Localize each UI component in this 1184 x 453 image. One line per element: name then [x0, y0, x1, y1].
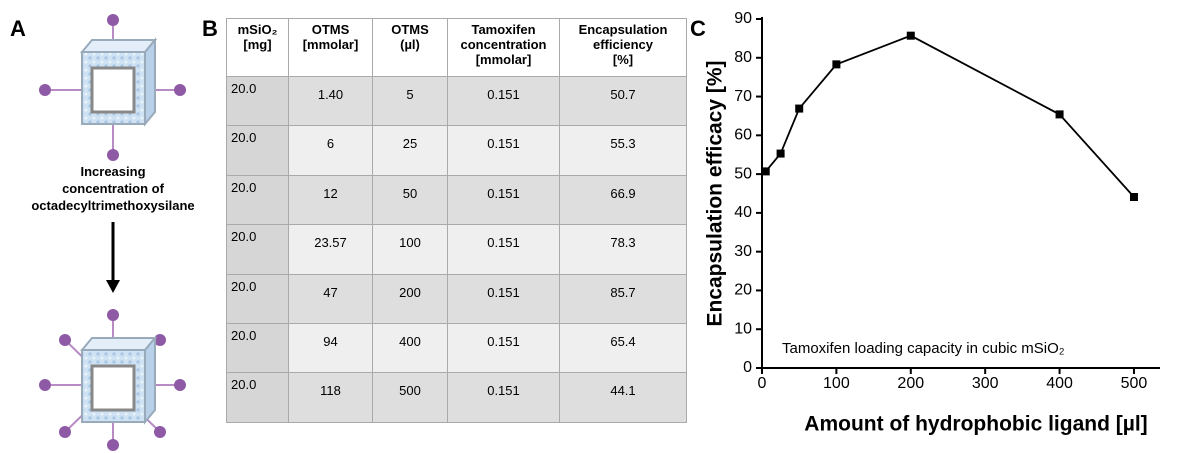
table-cell: 23.57 [288, 224, 373, 275]
data-point [906, 31, 915, 40]
table-row: 20.0 47 200 0.151 85.7 [226, 273, 687, 324]
caption-a: Increasing concentration of octadecyltrime… [31, 164, 194, 213]
table-cell: 20.0 [226, 372, 289, 423]
table-row: 20.0 94 400 0.151 65.4 [226, 322, 687, 374]
x-tick-label: 400 [1046, 375, 1073, 392]
table-cell: 400 [372, 322, 448, 374]
table-row: 20.0 12 50 0.151 66.9 [226, 174, 687, 226]
table-cell: 50 [372, 174, 448, 226]
table-cell: 65.4 [559, 322, 687, 374]
table-cell: 1.40 [288, 75, 373, 127]
table-cell: 0.151 [447, 224, 560, 275]
y-tick-label: 80 [734, 49, 752, 66]
table-row: 20.0 118 500 0.151 44.1 [226, 372, 687, 423]
y-tick-label: 90 [734, 10, 752, 27]
data-point [832, 60, 841, 69]
table-cell: 20.0 [226, 125, 289, 176]
table-cell: 12 [288, 174, 373, 226]
x-tick-label: 300 [972, 375, 999, 392]
y-tick-label: 50 [734, 165, 752, 182]
x-axis-label: Amount of hydrophobic ligand [µl] [804, 413, 1147, 436]
table-row: 20.0 6 25 0.151 55.3 [226, 125, 687, 176]
table-cell: 50.7 [559, 75, 687, 127]
data-point [1129, 192, 1138, 201]
table-row: 20.0 1.40 5 0.151 50.7 [226, 75, 687, 127]
x-tick-label: 100 [823, 375, 850, 392]
table-cell: 500 [372, 372, 448, 423]
header-row: mSiO₂ [mg] OTMS [mmolar] OTMS (µl) Tamoxife… [226, 18, 687, 77]
y-tick-label: 70 [734, 88, 752, 105]
table-cell: 44.1 [559, 372, 687, 423]
y-tick-label: 60 [734, 127, 752, 144]
table-row: 20.0 23.57 100 0.151 78.3 [226, 224, 687, 275]
table-cell: 20.0 [226, 75, 289, 127]
table-cell: 25 [372, 125, 448, 176]
table-cell: 0.151 [447, 125, 560, 176]
header-cell: Encapsulation efficiency [%] [559, 18, 687, 77]
chart: 0 10 20 30 40 50 60 70 80 90 0 100 200 300 400 500 Amoun… [704, 10, 1160, 436]
annotation: Tamoxifen loading capacity in cubic mSiO… [782, 340, 1065, 357]
table-cell: 0.151 [447, 75, 560, 127]
x-tick-label: 200 [897, 375, 924, 392]
header-cell: OTMS (µl) [372, 18, 448, 77]
data-line [765, 34, 1135, 198]
arrow [106, 222, 120, 293]
table-cell: 5 [372, 75, 448, 127]
table-cell: 0.151 [447, 174, 560, 226]
table-cell: 0.151 [447, 273, 560, 324]
table-cell: 20.0 [226, 224, 289, 275]
y-tick-label: 0 [743, 359, 752, 376]
x-tick-label: 0 [758, 375, 767, 392]
cube-bottom [39, 309, 186, 451]
y-axis-label: Encapsulation efficacy [%] [704, 60, 727, 326]
table-cell: 85.7 [559, 273, 687, 324]
y-tick-label: 40 [734, 204, 752, 221]
table-cell: 55.3 [559, 125, 687, 176]
table-cell: 94 [288, 322, 373, 374]
table-cell: 20.0 [226, 273, 289, 324]
header-cell: mSiO₂ [mg] [226, 18, 289, 77]
table-cell: 0.151 [447, 322, 560, 374]
table-cell: 6 [288, 125, 373, 176]
data-point [776, 149, 785, 158]
data-point [1055, 110, 1064, 119]
table-cell: 118 [288, 372, 373, 423]
table-cell: 20.0 [226, 174, 289, 226]
panel-label: B [202, 16, 218, 41]
table-cell: 47 [288, 273, 373, 324]
data-point [761, 167, 770, 176]
data-point [795, 104, 804, 113]
x-tick-label: 500 [1121, 375, 1148, 392]
table-cell: 200 [372, 273, 448, 324]
table-cell: 100 [372, 224, 448, 275]
panel-label: C [690, 16, 706, 41]
table-cell: 20.0 [226, 322, 289, 374]
y-tick-label: 20 [734, 282, 752, 299]
caption: Increasing concentration of octadecyltrime… [31, 164, 194, 213]
panel-label: A [10, 16, 26, 41]
y-tick-label: 30 [734, 243, 752, 260]
table-cell: 0.151 [447, 372, 560, 423]
y-tick-label: 10 [734, 320, 752, 337]
table-cell: 66.9 [559, 174, 687, 226]
table-cell: 78.3 [559, 224, 687, 275]
header-cell: OTMS [mmolar] [288, 18, 373, 77]
header-cell: Tamoxifen concentration [mmolar] [447, 18, 560, 77]
data-table: mSiO₂ [mg] OTMS [mmolar] OTMS (µl) Tamoxife… [226, 18, 687, 423]
cube-top [39, 14, 186, 161]
